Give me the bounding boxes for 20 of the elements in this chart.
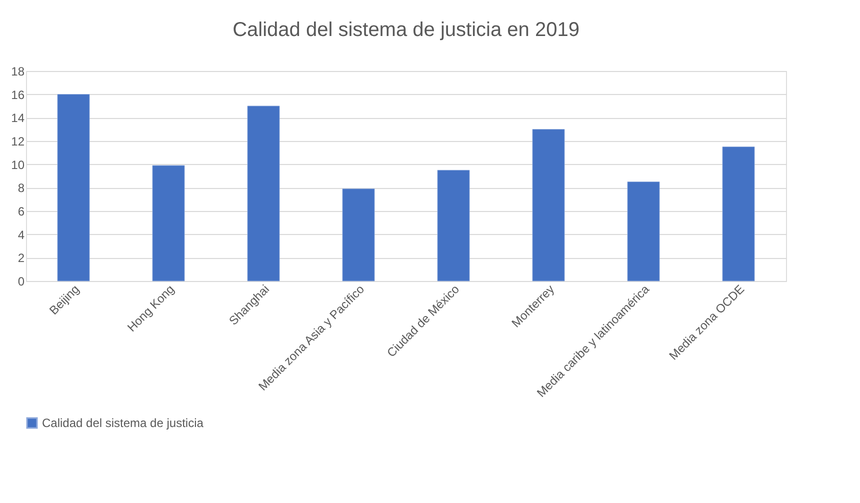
bar (247, 106, 280, 282)
y-tick-label: 12 (11, 134, 25, 148)
bar (437, 170, 470, 282)
bar (627, 182, 660, 282)
bar (722, 146, 755, 282)
bar (342, 188, 375, 282)
bar (57, 94, 90, 282)
bar (152, 165, 185, 282)
y-tick-label: 8 (18, 181, 25, 196)
y-tick-label: 16 (11, 88, 25, 102)
y-tick-label: 2 (18, 251, 25, 266)
y-tick-label: 18 (11, 64, 25, 78)
y-tick-label: 10 (11, 158, 25, 172)
bar (532, 129, 565, 282)
legend-label: Calidad del sistema de justicia (42, 416, 204, 430)
y-tick-label: 4 (18, 228, 25, 242)
y-tick-label: 14 (11, 111, 25, 126)
chart-title: Calidad del sistema de justicia en 2019 (232, 19, 580, 41)
y-tick-label: 6 (18, 204, 25, 218)
y-tick-label: 0 (18, 274, 25, 288)
